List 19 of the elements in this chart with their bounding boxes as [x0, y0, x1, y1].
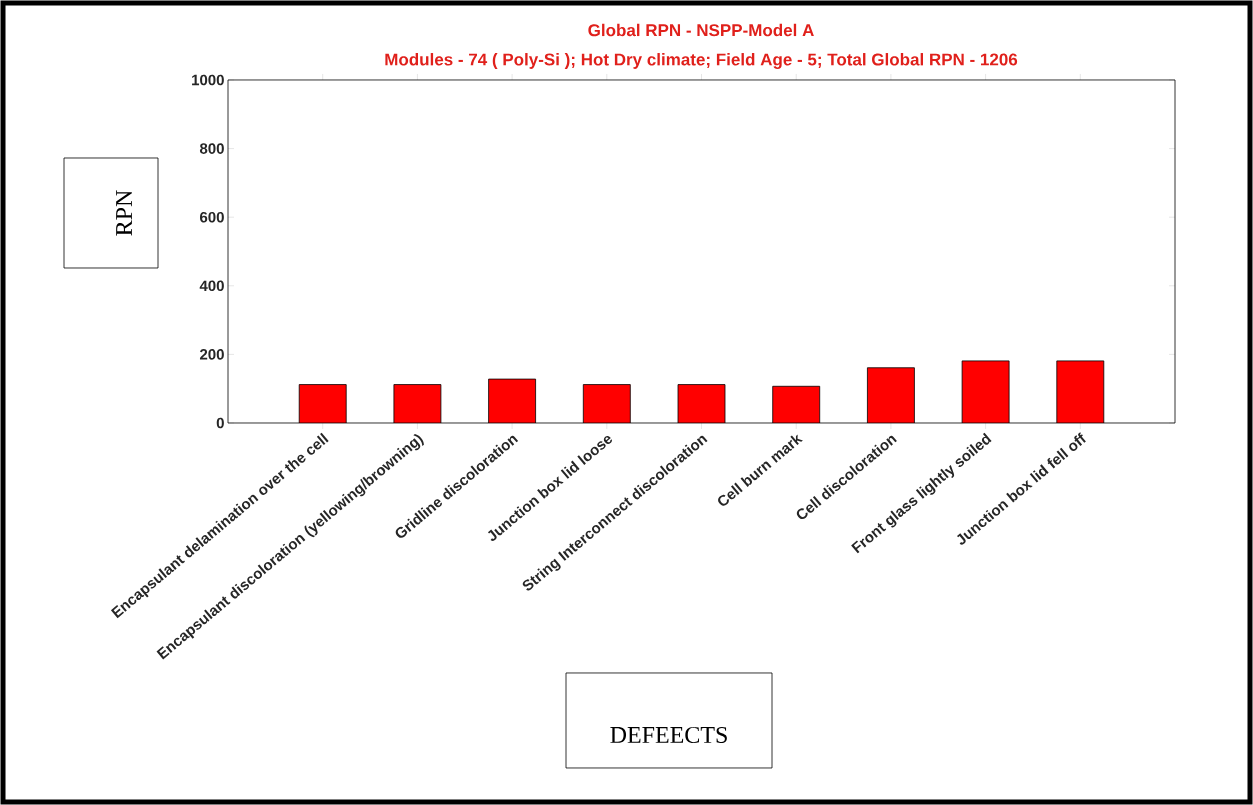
y-tick-label: 200 [199, 349, 224, 360]
bar [772, 385, 821, 423]
y-tick-label: 400 [199, 280, 224, 292]
y-axis-title: RPN [116, 190, 132, 236]
bar [961, 360, 1010, 423]
bar [677, 384, 726, 423]
bar [488, 378, 537, 423]
bar [393, 384, 442, 423]
bar [867, 367, 915, 423]
chart-subtitle: Modules - 74 ( Poly-Si ); Hot Dry climate; Field Age - 5; Total Global RPN - 1206 [385, 53, 1018, 69]
bar [582, 384, 631, 423]
chart-title: Global RPN - NSPP-Model A [588, 23, 814, 37]
x-axis-title: DEFEECTS [610, 726, 727, 744]
bar [298, 384, 347, 423]
bar [1056, 360, 1105, 423]
y-tick-label: 600 [200, 211, 224, 223]
y-tick-label: 1000 [192, 74, 224, 86]
y-tick-label: 800 [199, 143, 224, 154]
y-tick-label: 0 [216, 417, 224, 429]
